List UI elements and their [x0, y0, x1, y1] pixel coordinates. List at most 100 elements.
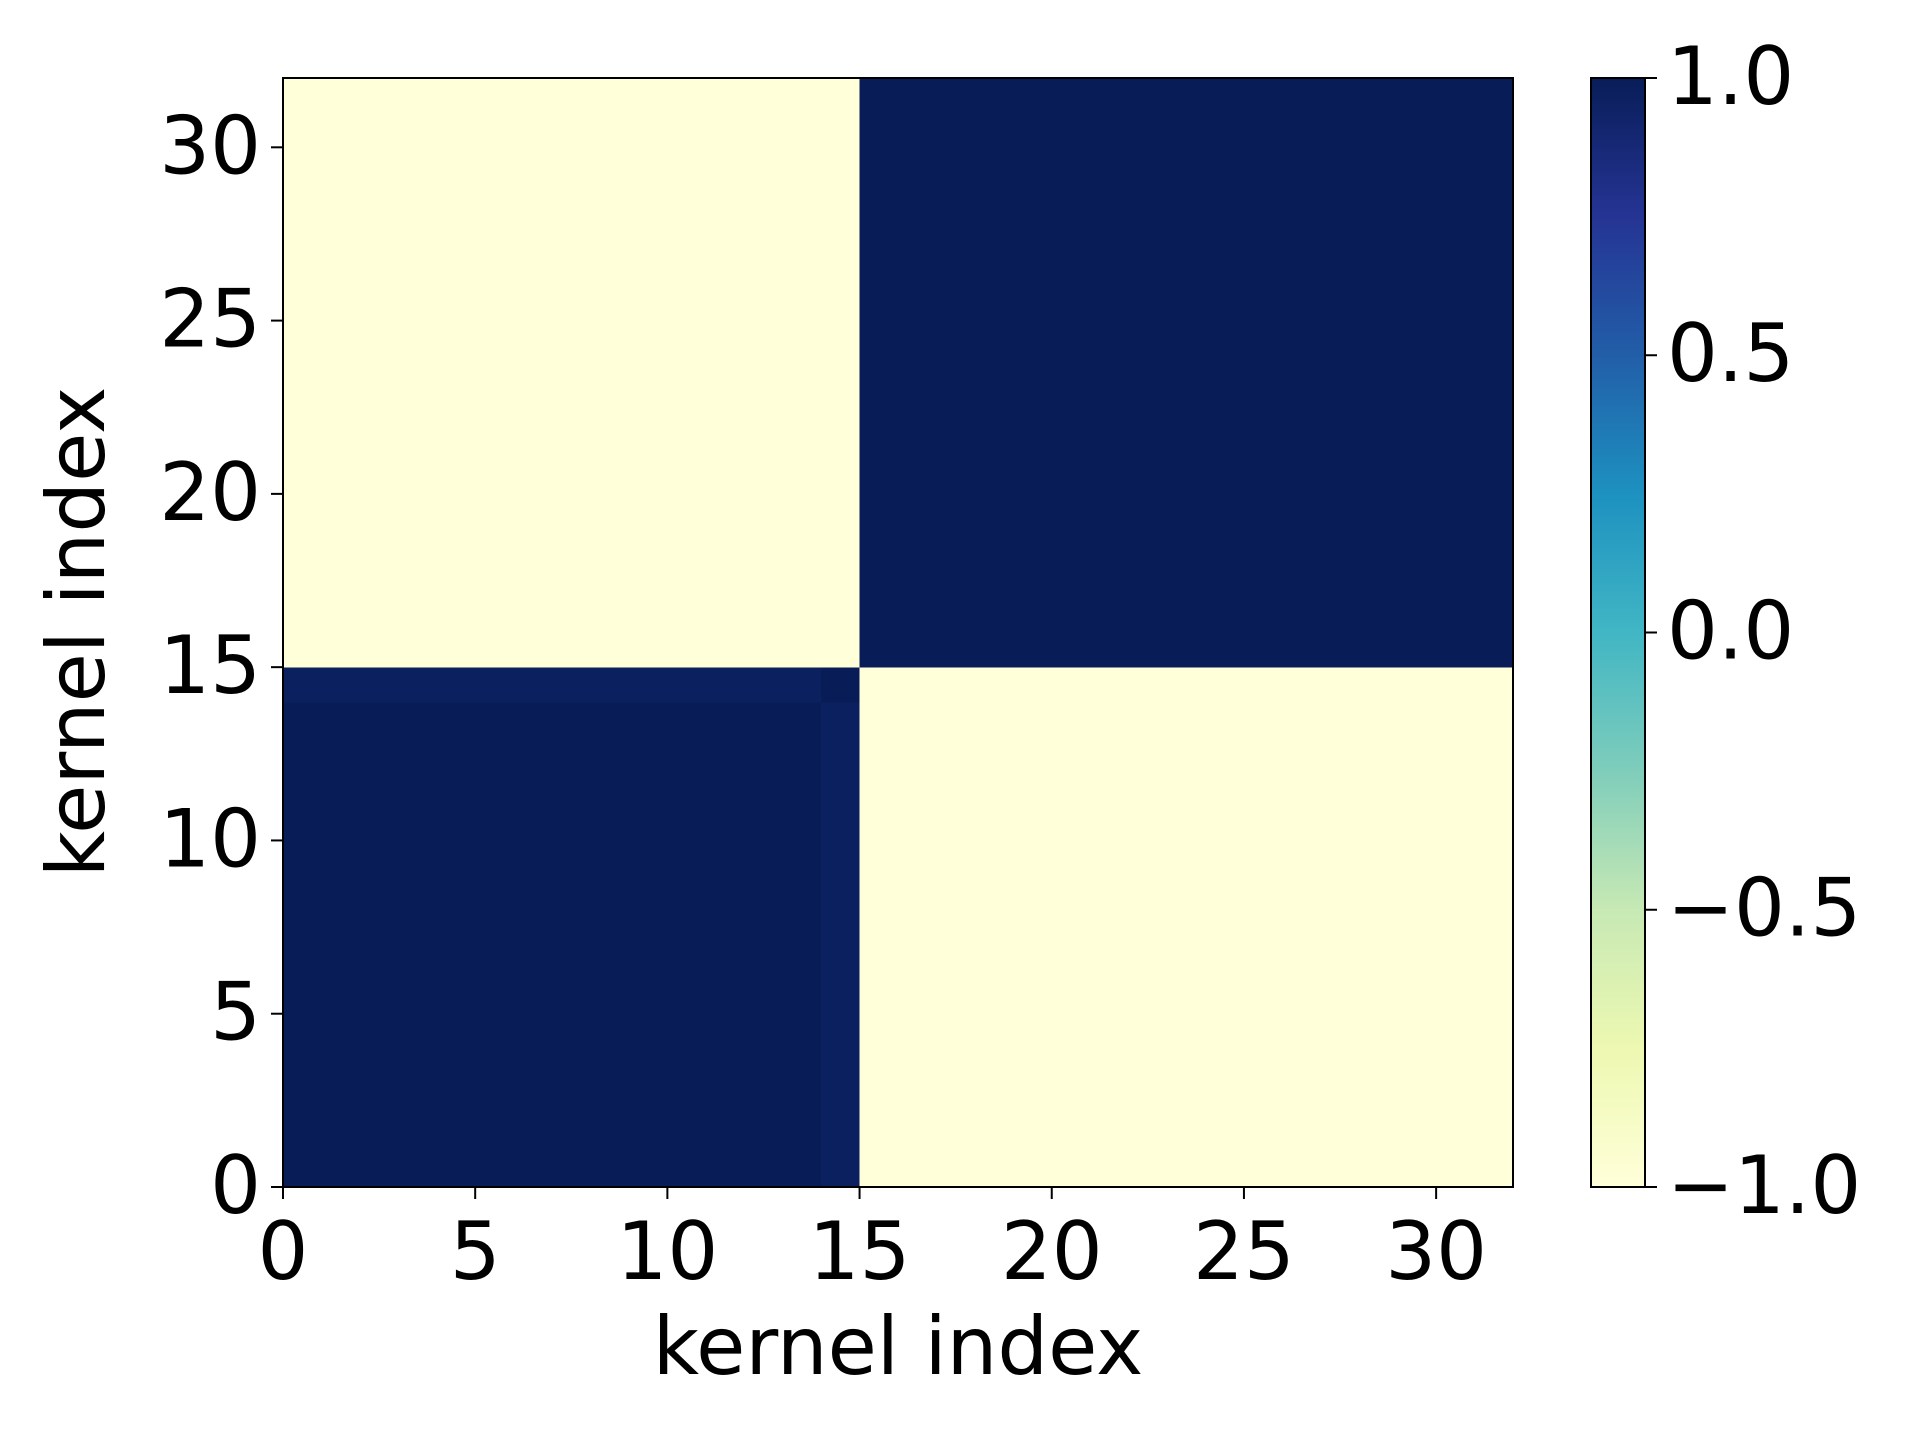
heatmap-cell — [974, 1117, 1014, 1153]
heatmap-cell — [283, 1117, 322, 1153]
heatmap-cell — [1051, 840, 1091, 876]
heatmap-cell — [1243, 216, 1283, 252]
heatmap-cell — [283, 840, 322, 876]
heatmap-cell — [936, 1117, 976, 1153]
heatmap-cell — [859, 944, 899, 980]
heatmap-cell — [898, 701, 937, 737]
x-tick-label: 5 — [450, 1205, 501, 1298]
heatmap-cell — [321, 771, 361, 807]
heatmap-cell — [1205, 563, 1245, 599]
heatmap-cell — [1167, 355, 1206, 391]
heatmap-cell — [1359, 909, 1399, 945]
heatmap-cell — [744, 597, 784, 633]
heatmap-cell — [1205, 771, 1245, 807]
heatmap-cell — [1397, 1117, 1437, 1153]
heatmap-cell — [1243, 78, 1283, 114]
heatmap-cell — [705, 944, 745, 980]
x-tick-label: 10 — [616, 1205, 718, 1298]
heatmap-cell — [705, 909, 745, 945]
heatmap-cell — [821, 632, 861, 668]
heatmap-cell — [1128, 1117, 1168, 1153]
heatmap-cell — [1167, 771, 1206, 807]
heatmap-cell — [283, 355, 322, 391]
heatmap-cell — [1167, 459, 1206, 495]
heatmap-cell — [1474, 736, 1514, 772]
heatmap-cell — [283, 320, 322, 356]
heatmap-cell — [1474, 1083, 1514, 1119]
heatmap-cell — [1128, 875, 1168, 911]
heatmap-cell — [513, 875, 553, 911]
heatmap-cell — [398, 320, 438, 356]
heatmap-cell — [283, 147, 322, 183]
heatmap-cell — [744, 701, 784, 737]
heatmap-cell — [1090, 632, 1130, 668]
heatmap-cell — [1474, 632, 1514, 668]
heatmap-cell — [1128, 493, 1168, 530]
heatmap-cell — [552, 285, 591, 322]
heatmap-cell — [1051, 701, 1091, 737]
heatmap-cell — [667, 909, 707, 945]
heatmap-cell — [436, 771, 476, 807]
heatmap-cell — [436, 181, 476, 218]
heatmap-cell — [898, 944, 937, 980]
heatmap-cell — [744, 875, 784, 911]
heatmap-cell — [1013, 389, 1053, 426]
heatmap-cell — [398, 459, 438, 495]
heatmap-cell — [1128, 805, 1168, 841]
heatmap-cell — [821, 701, 861, 737]
heatmap-cell — [1128, 701, 1168, 737]
heatmap-cell — [1205, 424, 1245, 460]
heatmap-cell — [628, 1152, 668, 1188]
heatmap-cell — [936, 771, 976, 807]
heatmap-cell — [898, 147, 937, 183]
heatmap-cell — [974, 1152, 1014, 1188]
heatmap-cell — [398, 493, 438, 530]
heatmap-cell — [1243, 389, 1283, 426]
heatmap-cell — [283, 771, 322, 807]
heatmap-cell — [821, 147, 861, 183]
heatmap-cell — [1051, 632, 1091, 668]
heatmap-cell — [936, 1013, 976, 1049]
heatmap-cell — [1436, 944, 1476, 980]
heatmap-cell — [667, 1048, 707, 1084]
heatmap-cell — [1128, 771, 1168, 807]
heatmap-cell — [1359, 944, 1399, 980]
heatmap-cell — [513, 701, 553, 737]
heatmap-cell — [1359, 320, 1399, 356]
heatmap-cell — [1397, 1048, 1437, 1084]
heatmap-cell — [821, 355, 861, 391]
heatmap-cell — [359, 1048, 399, 1084]
heatmap-cell — [1205, 736, 1245, 772]
heatmap-cell — [898, 771, 937, 807]
heatmap-cell — [859, 1152, 899, 1188]
heatmap-cell — [705, 667, 745, 703]
heatmap-cell — [436, 147, 476, 183]
heatmap-cell — [744, 251, 784, 287]
heatmap-cell — [1436, 251, 1476, 287]
heatmap-cell — [475, 459, 515, 495]
heatmap-cell — [628, 1117, 668, 1153]
heatmap-cell — [1167, 78, 1206, 114]
heatmap-cell — [667, 251, 707, 287]
heatmap-cell — [475, 701, 515, 737]
heatmap-cell — [744, 805, 784, 841]
heatmap-cell — [590, 1048, 630, 1084]
heatmap-cell — [359, 251, 399, 287]
heatmap-cell — [1090, 285, 1130, 322]
heatmap-cell — [1359, 528, 1399, 564]
heatmap-cell — [1051, 563, 1091, 599]
heatmap-cell — [436, 459, 476, 495]
heatmap-cell — [1128, 736, 1168, 772]
heatmap-cell — [898, 78, 937, 114]
heatmap-cell — [898, 736, 937, 772]
heatmap-cell — [744, 528, 784, 564]
heatmap-cell — [283, 875, 322, 911]
heatmap-cell — [283, 424, 322, 460]
heatmap-cell — [513, 632, 553, 668]
heatmap-cell — [321, 355, 361, 391]
heatmap-cell — [1013, 424, 1053, 460]
heatmap-cell — [1474, 424, 1514, 460]
heatmap-cell — [936, 459, 976, 495]
heatmap-cell — [667, 736, 707, 772]
heatmap-cell — [821, 424, 861, 460]
